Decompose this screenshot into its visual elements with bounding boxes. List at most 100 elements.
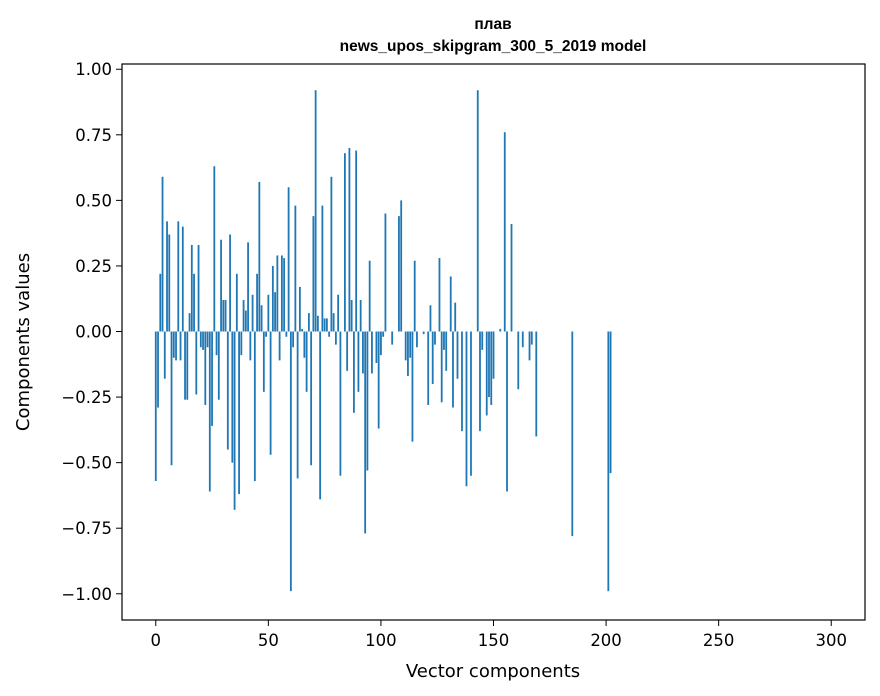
- x-tick-label-100: 100: [365, 631, 397, 650]
- bar-85: [346, 331, 349, 371]
- bar-18: [195, 331, 198, 395]
- bar-126: [438, 258, 441, 332]
- bar-0: [154, 331, 157, 481]
- bar-36: [235, 273, 238, 332]
- y-tick-label-2: 0.50: [75, 191, 112, 210]
- bar-81: [337, 294, 340, 332]
- bar-99: [377, 331, 380, 429]
- chart-title-line2: news_upos_skipgram_300_5_2019 model: [340, 38, 647, 55]
- bar-44: [253, 331, 256, 481]
- x-axis-label: Vector components: [406, 661, 580, 682]
- bar-112: [407, 331, 409, 377]
- bar-140: [470, 331, 472, 476]
- x-tick-label-200: 200: [590, 631, 622, 650]
- bar-76: [325, 318, 328, 332]
- bar-155: [503, 132, 506, 332]
- bar-50: [267, 294, 270, 332]
- bar-169: [535, 331, 538, 437]
- bar-40: [244, 310, 247, 332]
- bar-95: [368, 260, 371, 332]
- bar-69: [310, 331, 313, 466]
- bar-66: [303, 331, 306, 358]
- bar-87: [350, 300, 353, 332]
- bar-145: [481, 331, 484, 350]
- bar-74: [321, 205, 324, 332]
- bar-150: [492, 331, 495, 379]
- bar-32: [226, 331, 229, 450]
- bar-19: [197, 244, 200, 332]
- bar-108: [398, 216, 400, 332]
- bars-group: [154, 90, 830, 592]
- bar-161: [517, 331, 520, 390]
- bar-47: [260, 305, 263, 332]
- x-tick-label-150: 150: [478, 631, 510, 650]
- bar-25: [211, 331, 213, 426]
- bar-149: [490, 331, 493, 405]
- y-tick-label-5: −0.25: [61, 388, 112, 407]
- bar-131: [449, 276, 452, 332]
- bar-29: [220, 239, 222, 332]
- bar-23: [206, 331, 209, 348]
- bar-153: [499, 328, 502, 332]
- bar-88: [353, 331, 355, 413]
- bar-65: [301, 328, 304, 332]
- bar-6: [168, 234, 171, 332]
- bar-67: [305, 331, 308, 392]
- bar-116: [416, 331, 418, 348]
- bar-78: [330, 176, 333, 332]
- bar-49: [265, 331, 267, 337]
- bar-148: [488, 331, 490, 398]
- bar-9: [175, 331, 177, 361]
- bar-4: [163, 331, 166, 379]
- bar-12: [181, 226, 184, 332]
- bar-167: [530, 331, 533, 345]
- bar-55: [278, 331, 281, 361]
- bar-46: [258, 182, 261, 332]
- bar-70: [312, 216, 315, 332]
- x-tick-label-250: 250: [703, 631, 735, 650]
- bar-14: [186, 331, 189, 400]
- bar-147: [485, 331, 488, 416]
- axes-group: 0 50 100 150 200 250 300 1.00 0.75 0.50 0.25 0.00 −0…: [61, 60, 866, 650]
- bar-37: [238, 331, 240, 495]
- bar-84: [344, 153, 346, 332]
- bar-124: [434, 331, 436, 345]
- bar-121: [427, 331, 430, 405]
- bar-144: [479, 331, 481, 432]
- bar-28: [217, 331, 220, 400]
- bar-61: [292, 331, 295, 348]
- bar-96: [371, 331, 373, 374]
- bar-185: [571, 331, 574, 537]
- bar-113: [409, 331, 412, 358]
- bar-57: [283, 258, 286, 332]
- bar-22: [204, 331, 207, 405]
- bar-111: [404, 331, 407, 361]
- bar-114: [411, 331, 414, 442]
- bar-127: [440, 331, 443, 403]
- bar-128: [443, 331, 445, 350]
- bar-2: [159, 273, 162, 332]
- bar-5: [166, 221, 168, 332]
- bar-119: [422, 331, 425, 335]
- bar-71: [314, 90, 317, 332]
- y-tick-label-6: −0.50: [61, 454, 112, 473]
- bar-10: [177, 221, 180, 332]
- bar-138: [465, 331, 468, 487]
- bar-77: [328, 331, 331, 337]
- bar-82: [339, 331, 342, 476]
- bar-109: [400, 200, 403, 332]
- bar-48: [262, 331, 265, 392]
- bar-91: [359, 300, 362, 332]
- bar-86: [348, 147, 351, 332]
- bar-56: [280, 255, 283, 332]
- bar-13: [184, 331, 186, 400]
- bar-15: [188, 313, 191, 332]
- bar-21: [202, 331, 204, 350]
- bar-63: [296, 331, 299, 479]
- bar-143: [476, 90, 479, 332]
- bar-38: [240, 331, 243, 356]
- bar-53: [274, 292, 276, 332]
- bar-134: [456, 331, 459, 379]
- bar-16: [190, 244, 193, 332]
